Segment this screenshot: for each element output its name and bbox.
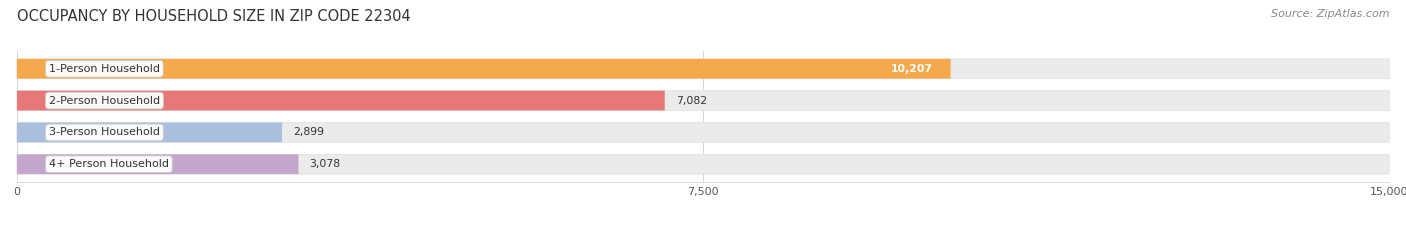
FancyBboxPatch shape — [17, 123, 283, 142]
FancyBboxPatch shape — [17, 91, 665, 110]
Text: 2,899: 2,899 — [292, 127, 323, 137]
Text: 7,082: 7,082 — [676, 96, 707, 106]
FancyBboxPatch shape — [17, 123, 1389, 142]
FancyBboxPatch shape — [17, 154, 298, 174]
FancyBboxPatch shape — [17, 59, 950, 79]
FancyBboxPatch shape — [17, 59, 1389, 79]
Text: 1-Person Household: 1-Person Household — [49, 64, 160, 74]
FancyBboxPatch shape — [17, 91, 1389, 110]
FancyBboxPatch shape — [17, 154, 1389, 174]
Text: Source: ZipAtlas.com: Source: ZipAtlas.com — [1271, 9, 1389, 19]
Text: 4+ Person Household: 4+ Person Household — [49, 159, 169, 169]
Text: 3,078: 3,078 — [309, 159, 340, 169]
Text: 3-Person Household: 3-Person Household — [49, 127, 160, 137]
Text: 2-Person Household: 2-Person Household — [49, 96, 160, 106]
Text: OCCUPANCY BY HOUSEHOLD SIZE IN ZIP CODE 22304: OCCUPANCY BY HOUSEHOLD SIZE IN ZIP CODE … — [17, 9, 411, 24]
Text: 10,207: 10,207 — [890, 64, 932, 74]
